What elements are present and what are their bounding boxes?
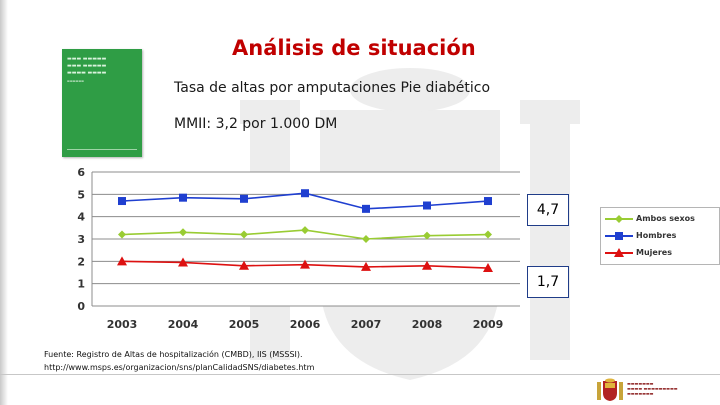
diamond-marker-icon [605, 215, 633, 223]
data-point-ambos [484, 230, 492, 239]
legend-label-ambos: Ambos sexos [636, 214, 695, 223]
data-point-ambos [423, 231, 431, 240]
cover-footer-line [67, 149, 137, 153]
data-point-mujeres [300, 259, 310, 269]
triangle-marker-icon [605, 248, 633, 257]
y-axis-ticks: 0 1 2 3 4 5 6 [77, 166, 85, 313]
data-point-mujeres [361, 261, 371, 271]
data-point-mujeres [117, 256, 127, 266]
y-tick-label: 1 [77, 278, 85, 291]
ministry-name-lines: ▬▬▬▬▬▬▬ ▬▬▬▬ ▬▬▬▬▬▬▬▬▬ ▬▬▬▬▬▬▬ [627, 381, 678, 396]
x-tick-label: 2009 [473, 318, 504, 331]
ministry-logo: ▬▬▬▬▬▬▬ ▬▬▬▬ ▬▬▬▬▬▬▬▬▬ ▬▬▬▬▬▬▬ [596, 378, 718, 404]
y-tick-label: 0 [77, 300, 85, 313]
x-tick-label: 2006 [290, 318, 321, 331]
footer-divider [0, 374, 720, 375]
hombres-value-callout: 4,7 [527, 194, 569, 226]
x-tick-label: 2008 [412, 318, 443, 331]
cover-subtitle-line: ▬▬▬▬▬▬ [67, 79, 85, 83]
report-cover-icon: ▬▬▬ ▬▬▬▬▬ ▬▬▬ ▬▬▬▬▬ ▬▬▬▬ ▬▬▬▬ ▬▬▬▬▬▬ [62, 49, 142, 157]
y-tick-label: 6 [77, 166, 85, 179]
legend-item-ambos: Ambos sexos [605, 212, 715, 226]
slide-shadow [0, 0, 8, 405]
y-tick-label: 2 [77, 255, 85, 268]
legend-label-mujeres: Mujeres [636, 248, 672, 257]
x-tick-label: 2007 [351, 318, 382, 331]
data-point-ambos [362, 235, 370, 243]
data-point-hombres [484, 197, 492, 206]
data-point-ambos [118, 230, 126, 239]
cover-title-lines: ▬▬▬ ▬▬▬▬▬ ▬▬▬ ▬▬▬▬▬ ▬▬▬▬ ▬▬▬▬ [67, 56, 107, 76]
legend-item-hombres: Hombres [605, 229, 715, 243]
data-point-hombres [179, 193, 187, 202]
source-url: http://www.msps.es/organizacion/sns/plan… [44, 363, 315, 372]
source-note: Fuente: Registro de Altas de hospitaliza… [44, 348, 314, 374]
x-axis-ticks: 2003 2004 2005 2006 2007 2008 2009 [107, 318, 504, 331]
x-tick-label: 2003 [107, 318, 138, 331]
data-point-ambos [240, 230, 248, 239]
data-point-hombres [362, 204, 370, 213]
x-tick-label: 2004 [168, 318, 199, 331]
data-point-mujeres [239, 260, 249, 270]
data-point-hombres [423, 201, 431, 210]
series-group [117, 189, 493, 273]
data-point-ambos [301, 226, 309, 235]
grid-lines [91, 171, 520, 307]
x-tick-label: 2005 [229, 318, 260, 331]
chart-legend: Ambos sexos Hombres Mujeres [600, 207, 720, 265]
mujeres-value-callout: 1,7 [527, 266, 569, 298]
source-line-1: Fuente: Registro de Altas de hospitaliza… [44, 350, 303, 359]
data-point-hombres [240, 194, 248, 203]
legend-item-mujeres: Mujeres [605, 246, 715, 260]
y-tick-label: 5 [77, 188, 85, 201]
y-tick-label: 4 [77, 211, 85, 224]
data-point-hombres [301, 189, 309, 198]
square-marker-icon [605, 232, 633, 240]
data-point-mujeres [483, 263, 493, 273]
data-point-mujeres [178, 257, 188, 267]
data-point-ambos [179, 228, 187, 237]
slide-title: Análisis de situación [232, 36, 476, 60]
data-point-hombres [118, 197, 126, 206]
y-tick-label: 3 [77, 233, 85, 246]
legend-label-hombres: Hombres [636, 231, 677, 240]
mmii-rate: MMII: 3,2 por 1.000 DM [174, 116, 338, 132]
data-point-mujeres [422, 260, 432, 270]
chart-subtitle: Tasa de altas por amputaciones Pie diabé… [174, 80, 491, 96]
ministry-shield-icon [597, 378, 623, 401]
